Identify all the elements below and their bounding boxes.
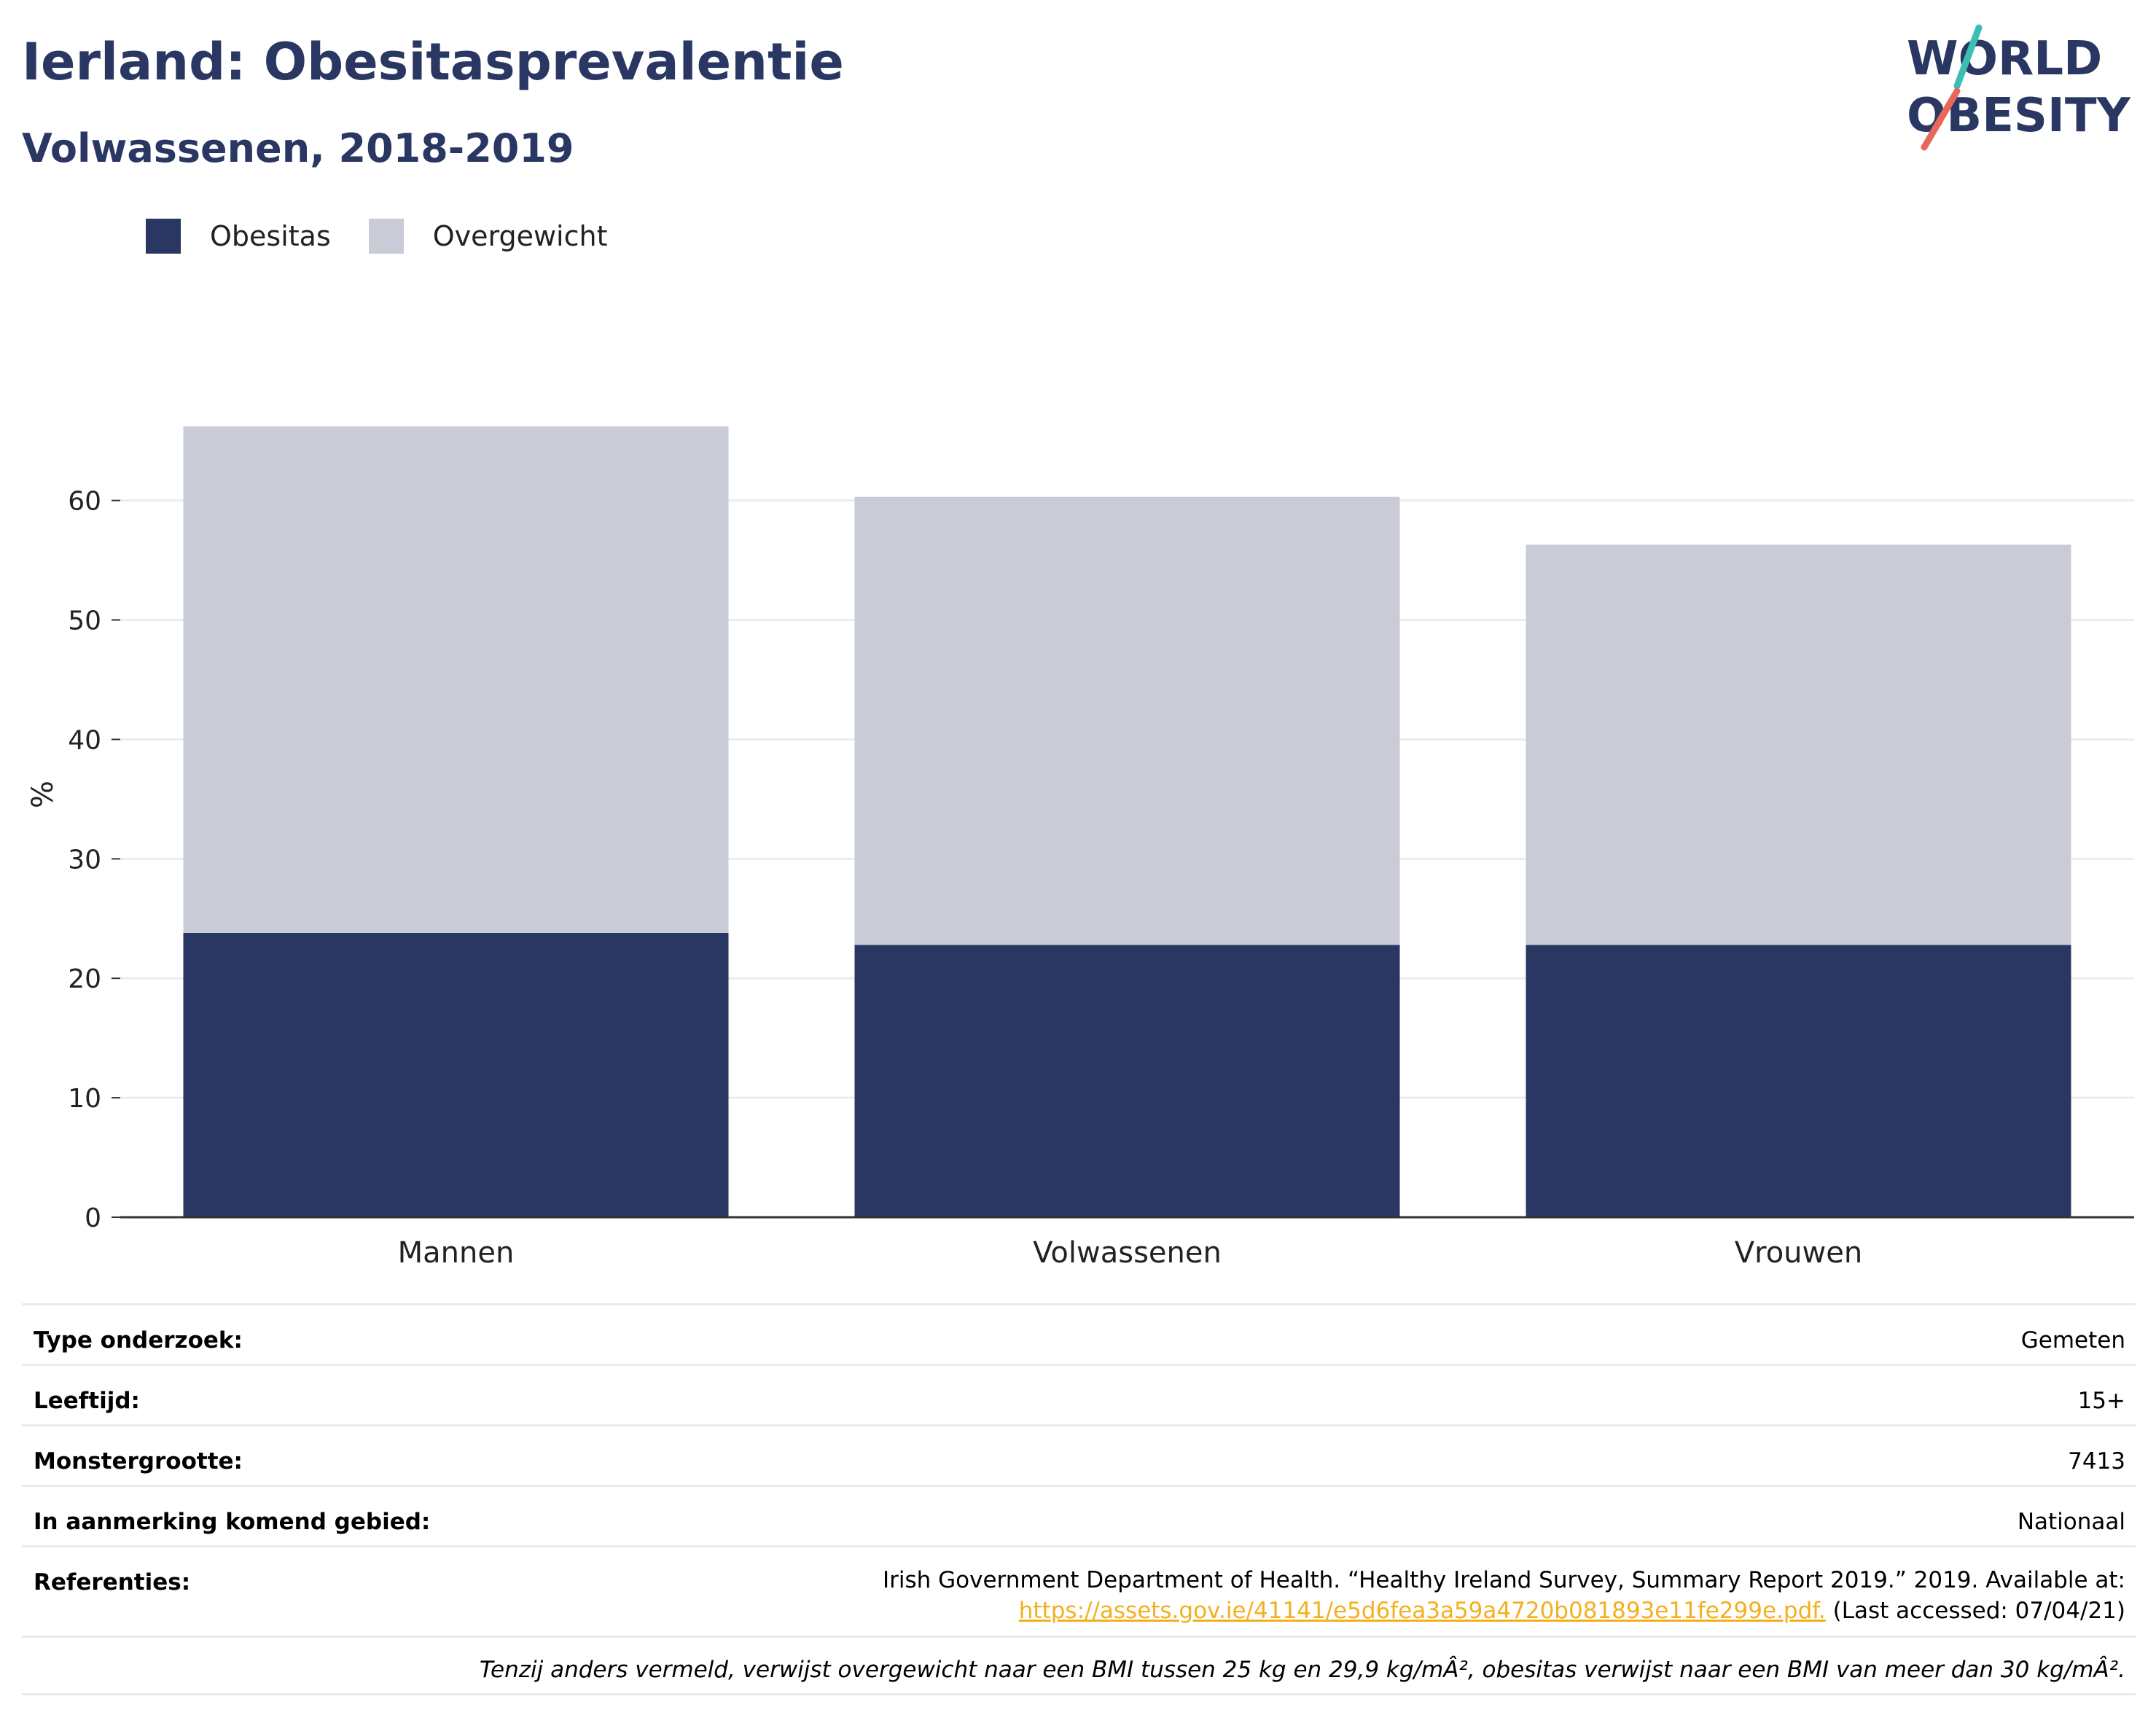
meta-row-age: Leeftijd: 15+	[22, 1364, 2136, 1424]
meta-value: 15+	[2077, 1388, 2125, 1414]
bar-overgewicht-mannen[interactable]	[183, 426, 729, 933]
y-tick-label: 60	[68, 487, 101, 517]
x-tick-label: Vrouwen	[1735, 1236, 1862, 1270]
meta-row-survey-type: Type onderzoek: Gemeten	[22, 1303, 2136, 1364]
meta-label: Monstergrootte:	[34, 1448, 243, 1475]
meta-row-sample-size: Monstergrootte: 7413	[22, 1424, 2136, 1485]
reference-line1: Irish Government Department of Health. “…	[882, 1567, 2125, 1593]
legend-label-obesitas: Obesitas	[210, 220, 331, 252]
reference-link[interactable]: https://assets.gov.ie/41141/e5d6fea3a59a…	[1018, 1598, 1826, 1624]
bar-obesitas-vrouwen[interactable]	[1526, 945, 2071, 1217]
chart-subtitle: Volwassenen, 2018-2019	[22, 125, 574, 171]
meta-label: Leeftijd:	[34, 1388, 140, 1414]
y-tick-label: 10	[68, 1084, 101, 1114]
bar-overgewicht-volwassenen[interactable]	[854, 496, 1400, 945]
y-tick-labels: 0 10 20 30 40 50 60	[68, 487, 120, 1233]
y-tick-label: 50	[68, 606, 101, 636]
metadata-table: Type onderzoek: Gemeten Leeftijd: 15+ Mo…	[22, 1303, 2136, 1695]
y-tick-label: 40	[68, 725, 101, 755]
meta-label: In aanmerking komend gebied:	[34, 1509, 431, 1535]
meta-row-area: In aanmerking komend gebied: Nationaal	[22, 1485, 2136, 1545]
y-tick-label: 30	[68, 845, 101, 875]
legend-swatch-obesitas	[146, 219, 181, 254]
legend-item-overgewicht[interactable]: Overgewicht	[368, 219, 608, 254]
meta-value: 7413	[2068, 1448, 2125, 1475]
y-axis-title: %	[26, 781, 60, 808]
bars	[120, 426, 2134, 1219]
meta-row-references: Referenties: Irish Government Department…	[22, 1545, 2136, 1636]
meta-value: Nationaal	[2017, 1509, 2125, 1535]
bar-obesitas-volwassenen[interactable]	[854, 945, 1400, 1217]
world-obesity-logo: WORLD OBESITY	[1907, 24, 2130, 151]
legend-label-overgewicht: Overgewicht	[432, 220, 608, 252]
footnote: Tenzij anders vermeld, verwijst overgewi…	[22, 1636, 2136, 1695]
legend-item-obesitas[interactable]: Obesitas	[146, 219, 331, 254]
x-tick-label: Volwassenen	[1033, 1236, 1222, 1270]
x-tick-label: Mannen	[398, 1236, 515, 1270]
legend-swatch-overgewicht	[368, 219, 404, 254]
x-tick-labels: Mannen Volwassenen Vrouwen	[398, 1236, 1863, 1270]
meta-label: Type onderzoek:	[34, 1327, 243, 1354]
y-tick-label: 0	[85, 1203, 101, 1233]
bar-overgewicht-vrouwen[interactable]	[1526, 544, 2071, 945]
bar-chart: 0 10 20 30 40 50 60 Mannen Volwassenen Vrouwen %	[26, 426, 2134, 1270]
chart-legend: Obesitas Overgewicht	[146, 217, 646, 255]
chart-title: Ierland: Obesitasprevalentie	[22, 32, 844, 92]
logo-line1: WORLD	[1907, 32, 2102, 86]
reference-text: Irish Government Department of Health. “…	[883, 1565, 2125, 1626]
reference-accessed: (Last accessed: 07/04/21)	[1825, 1598, 2125, 1624]
bar-obesitas-mannen[interactable]	[183, 932, 729, 1217]
meta-value: Gemeten	[2020, 1327, 2125, 1354]
meta-label: Referenties:	[34, 1569, 191, 1596]
y-tick-label: 20	[68, 964, 101, 994]
